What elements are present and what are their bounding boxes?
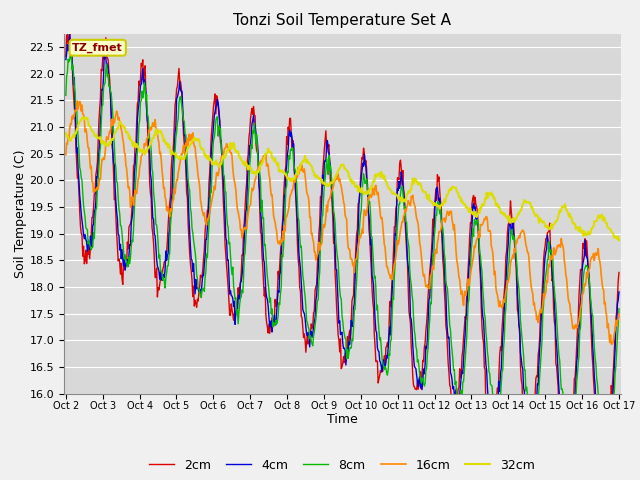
Line: 2cm: 2cm <box>66 26 619 472</box>
4cm <box>410 363 418 369</box>
2cm <box>410 384 418 390</box>
4cm <box>62 57 70 62</box>
4cm <box>215 107 223 113</box>
8cm <box>615 306 623 312</box>
16cm <box>62 152 70 157</box>
32cm <box>130 140 138 145</box>
4cm <box>66 31 74 37</box>
32cm <box>62 130 70 136</box>
8cm <box>62 93 70 98</box>
2cm <box>66 24 74 29</box>
X-axis label: Time: Time <box>327 413 358 426</box>
16cm <box>130 203 138 208</box>
32cm <box>79 114 86 120</box>
2cm <box>186 251 193 257</box>
4cm <box>186 230 193 236</box>
2cm <box>596 469 604 475</box>
Text: TZ_fmet: TZ_fmet <box>72 43 123 53</box>
Line: 8cm: 8cm <box>66 52 619 466</box>
4cm <box>130 196 138 202</box>
4cm <box>603 460 611 466</box>
16cm <box>72 108 80 114</box>
16cm <box>215 168 223 173</box>
8cm <box>410 327 418 333</box>
Line: 16cm: 16cm <box>66 101 619 344</box>
2cm <box>130 163 138 168</box>
16cm <box>410 201 418 207</box>
32cm <box>186 143 193 149</box>
16cm <box>608 341 616 347</box>
32cm <box>427 198 435 204</box>
16cm <box>74 98 81 104</box>
2cm <box>62 54 70 60</box>
2cm <box>427 261 435 267</box>
4cm <box>427 276 435 281</box>
4cm <box>73 150 81 156</box>
16cm <box>427 273 435 279</box>
16cm <box>615 311 623 317</box>
32cm <box>215 163 223 169</box>
8cm <box>186 188 193 193</box>
8cm <box>67 49 75 55</box>
8cm <box>427 300 435 305</box>
8cm <box>73 102 81 108</box>
Line: 32cm: 32cm <box>66 117 619 240</box>
8cm <box>215 123 223 129</box>
Title: Tonzi Soil Temperature Set A: Tonzi Soil Temperature Set A <box>234 13 451 28</box>
Y-axis label: Soil Temperature (C): Soil Temperature (C) <box>13 149 27 278</box>
8cm <box>130 226 138 232</box>
2cm <box>615 270 623 276</box>
2cm <box>215 112 223 118</box>
Legend: 2cm, 4cm, 8cm, 16cm, 32cm: 2cm, 4cm, 8cm, 16cm, 32cm <box>145 454 540 477</box>
32cm <box>615 237 623 243</box>
16cm <box>186 138 193 144</box>
2cm <box>73 158 81 164</box>
8cm <box>603 463 611 468</box>
Line: 4cm: 4cm <box>66 34 619 463</box>
32cm <box>410 176 418 182</box>
4cm <box>615 289 623 295</box>
32cm <box>72 131 80 136</box>
